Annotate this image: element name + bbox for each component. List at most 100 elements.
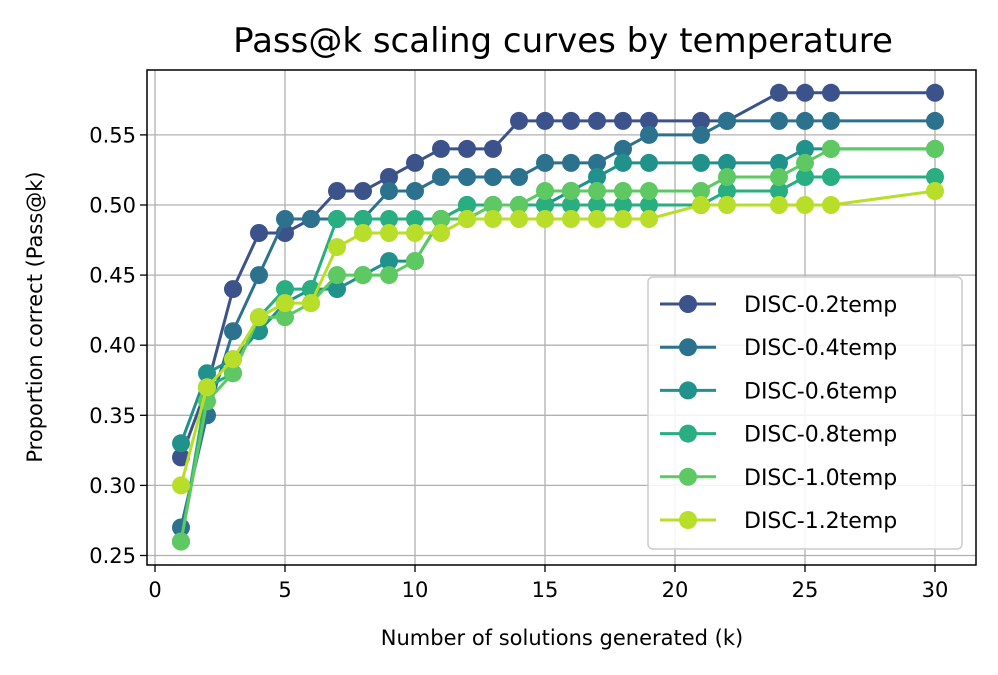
- data-point: [718, 153, 736, 172]
- data-point: [692, 125, 710, 144]
- y-tick-label: 0.50: [89, 194, 136, 218]
- data-point: [562, 182, 580, 200]
- y-tick-label: 0.45: [89, 264, 136, 288]
- data-point: [432, 139, 450, 158]
- data-point: [380, 266, 398, 285]
- data-point: [536, 196, 554, 214]
- data-point: [692, 153, 710, 172]
- legend-label: DISC-0.2temp: [744, 293, 897, 318]
- legend-entry: DISC-0.8temp: [660, 423, 897, 448]
- data-point: [432, 168, 450, 186]
- data-point: [484, 210, 502, 228]
- data-point: [640, 182, 658, 200]
- data-point: [588, 111, 606, 130]
- x-tick-label: 10: [402, 578, 429, 602]
- data-point: [770, 83, 788, 102]
- data-point: [250, 266, 268, 285]
- data-point: [796, 83, 814, 102]
- data-point: [510, 168, 528, 186]
- data-point: [380, 182, 398, 200]
- plot-frame: [146, 69, 977, 566]
- data-point: [640, 196, 658, 214]
- data-point: [588, 196, 606, 214]
- data-point: [640, 125, 658, 144]
- data-point: [328, 266, 346, 285]
- data-point: [432, 224, 450, 242]
- data-point: [718, 196, 736, 214]
- data-point: [796, 139, 814, 158]
- data-point: [198, 378, 216, 397]
- data-point: [328, 210, 346, 228]
- data-point: [484, 168, 502, 186]
- legend-marker-swatch: [679, 511, 697, 529]
- data-point: [614, 210, 632, 228]
- chart-title: Pass@k scaling curves by temperature: [233, 21, 893, 61]
- y-tick-label: 0.40: [89, 334, 136, 358]
- series-DISC-0.4temp: [172, 111, 944, 537]
- data-point: [276, 280, 294, 299]
- data-point: [718, 111, 736, 130]
- data-point: [692, 182, 710, 200]
- data-point: [562, 111, 580, 130]
- data-point: [380, 224, 398, 242]
- x-axis: 0 5 10 15 20 25 30: [148, 565, 948, 602]
- data-point: [718, 182, 736, 200]
- data-point: [614, 139, 632, 158]
- data-point: [172, 448, 190, 467]
- legend-marker-swatch: [679, 424, 697, 443]
- data-point: [302, 210, 320, 228]
- legend-entry: DISC-1.0temp: [660, 466, 897, 491]
- x-tick-label: 30: [922, 578, 949, 602]
- data-point: [640, 111, 658, 130]
- series-DISC-1.2temp: [172, 182, 944, 495]
- data-point: [406, 182, 424, 200]
- legend-marker-swatch: [679, 381, 697, 400]
- data-point: [796, 111, 814, 130]
- data-point: [406, 153, 424, 172]
- data-point: [588, 210, 606, 228]
- data-point: [354, 210, 372, 228]
- data-point: [822, 139, 840, 158]
- data-point: [588, 182, 606, 200]
- legend-label: DISC-1.0temp: [744, 466, 897, 491]
- data-point: [926, 168, 944, 186]
- data-point: [770, 182, 788, 200]
- data-point: [224, 280, 242, 299]
- legend-marker-swatch: [679, 295, 697, 313]
- legend-marker-swatch: [679, 467, 697, 486]
- y-tick-label: 0.35: [89, 404, 136, 428]
- data-point: [250, 308, 268, 327]
- legend-box: [647, 276, 963, 550]
- x-axis-label: Number of solutions generated (k): [381, 626, 743, 650]
- data-point: [692, 111, 710, 130]
- data-point: [614, 153, 632, 172]
- data-point: [224, 364, 242, 383]
- data-point: [822, 83, 840, 102]
- data-point: [172, 434, 190, 453]
- y-axis-label: Proportion correct (Pass@k): [23, 171, 47, 462]
- data-point: [562, 210, 580, 228]
- y-tick-label: 0.55: [89, 123, 136, 147]
- data-point: [380, 210, 398, 228]
- y-axis: 0.25 0.30 0.35 0.40 0.45 0.50 0.55: [89, 123, 147, 568]
- data-point: [718, 168, 736, 186]
- series-layer: [172, 83, 944, 551]
- data-point: [536, 210, 554, 228]
- x-tick-label: 25: [792, 578, 819, 602]
- data-point: [458, 139, 476, 158]
- data-point: [796, 168, 814, 186]
- data-point: [926, 139, 944, 158]
- data-point: [276, 294, 294, 313]
- data-point: [432, 210, 450, 228]
- data-point: [458, 210, 476, 228]
- data-point: [562, 196, 580, 214]
- data-point: [328, 238, 346, 257]
- data-point: [588, 153, 606, 172]
- x-tick-label: 20: [662, 578, 689, 602]
- data-point: [926, 111, 944, 130]
- x-tick-label: 5: [278, 578, 291, 602]
- data-point: [406, 252, 424, 271]
- data-point: [276, 308, 294, 327]
- legend-entry: DISC-1.2temp: [660, 509, 897, 534]
- data-point: [406, 210, 424, 228]
